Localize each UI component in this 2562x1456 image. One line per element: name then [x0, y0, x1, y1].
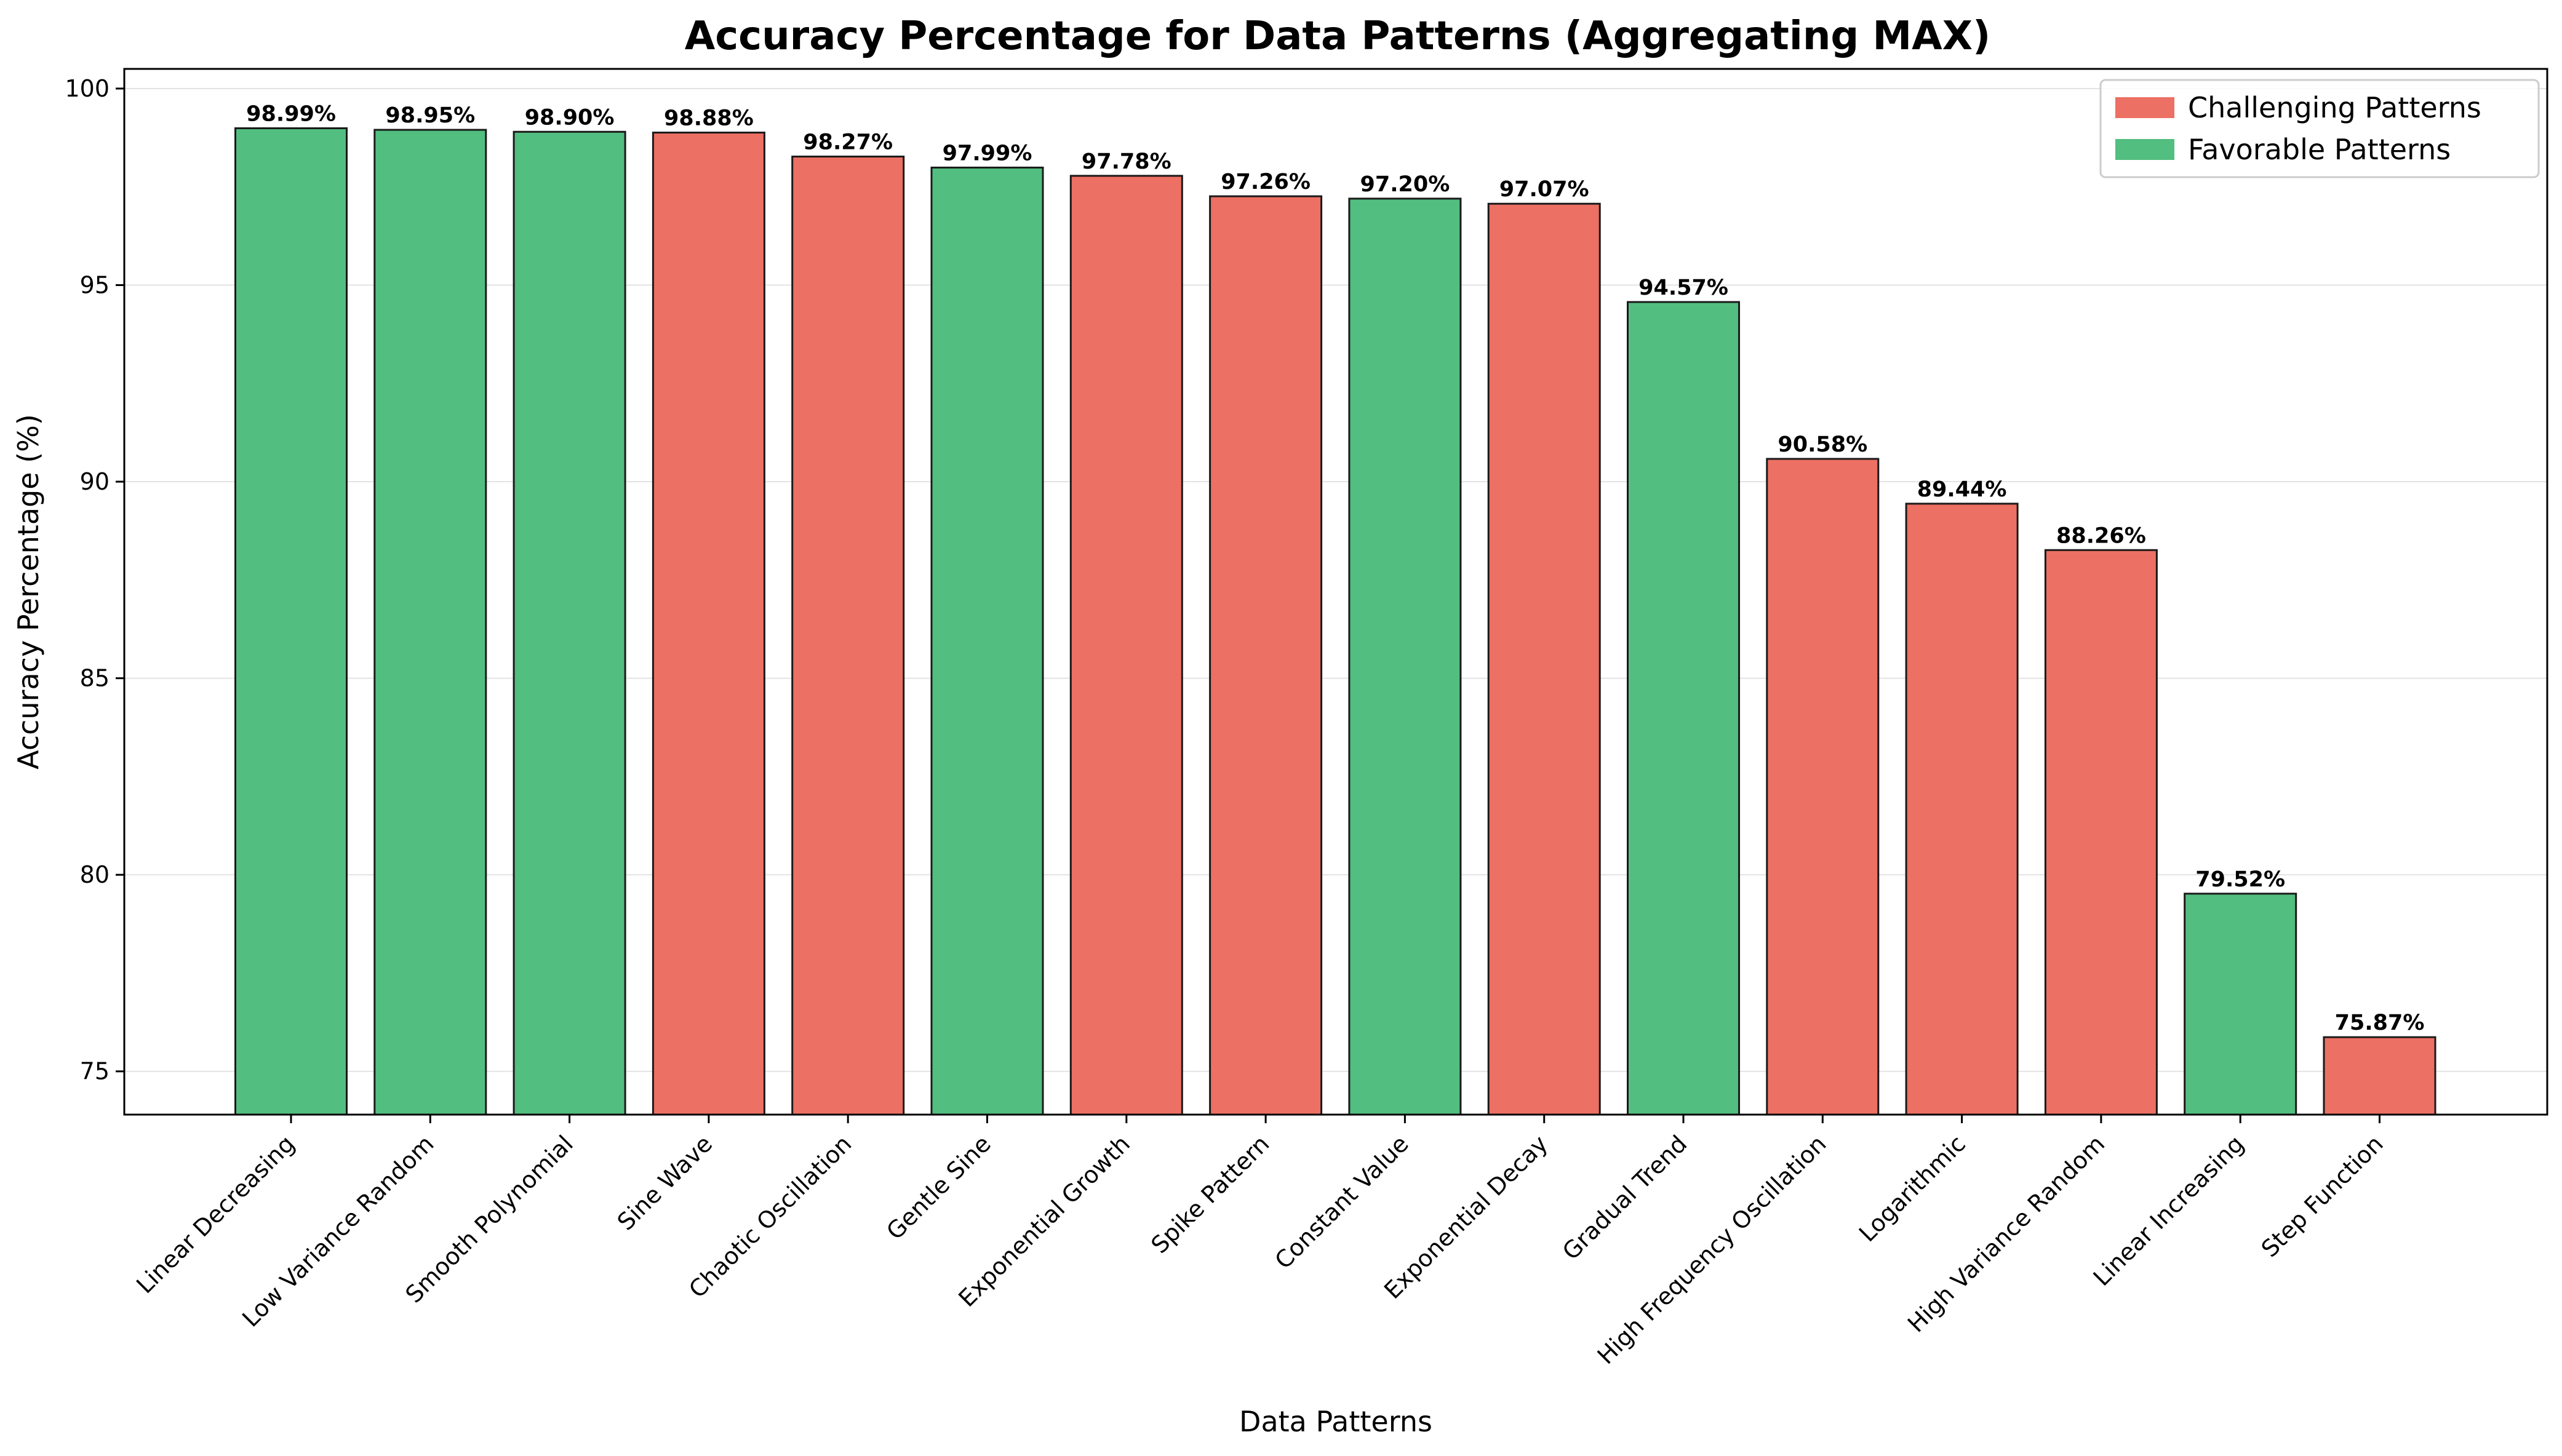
x-tick-label: Sine Wave [612, 1130, 717, 1235]
x-tick-label: Step Function [2256, 1130, 2388, 1262]
bar-value-label: 98.27% [803, 130, 893, 155]
bar-value-label: 98.99% [246, 102, 336, 127]
legend-entry: Challenging Patterns [2188, 91, 2481, 124]
bar-value-label: 88.26% [2056, 523, 2146, 548]
bar [930, 166, 1044, 1116]
bar-value-label: 98.90% [525, 105, 615, 130]
chart-title: Accuracy Percentage for Data Patterns (A… [685, 14, 1991, 59]
bar [234, 127, 348, 1116]
bar [791, 156, 905, 1116]
bar-value-label: 97.20% [1360, 172, 1450, 197]
bar [1905, 503, 2019, 1116]
bar [1209, 195, 1323, 1116]
y-axis-ticks: 75 80 85 90 95 100 [65, 75, 124, 1085]
bar [1348, 197, 1462, 1116]
y-axis-label: Accuracy Percentage (%) [12, 414, 45, 770]
bar-value-label: 98.88% [664, 106, 754, 131]
bar [2323, 1036, 2436, 1116]
x-tick-label: Linear Decreasing [131, 1130, 300, 1299]
bars [234, 127, 2436, 1116]
x-tick-label: Gentle Sine [881, 1130, 996, 1245]
data-labels: 98.99% 98.95% 98.90% 98.88% 98.27% 97.99% 97.7… [246, 102, 2424, 1036]
y-tick-label: 85 [80, 665, 110, 692]
x-tick-label: Linear Increasing [2088, 1130, 2249, 1291]
bar-value-label: 97.26% [1221, 170, 1311, 194]
x-tick-label: High Frequency Oscillation [1592, 1130, 1832, 1369]
legend-box [2099, 79, 2540, 178]
bar-value-label: 94.57% [1638, 276, 1728, 300]
bar [513, 130, 626, 1116]
x-axis-label: Data Patterns [1239, 1405, 1432, 1438]
x-tick-label: Constant Value [1270, 1130, 1414, 1274]
plot-area-frame [123, 68, 2548, 1116]
bar [652, 132, 765, 1116]
y-tick-label: 100 [65, 75, 110, 102]
bar-value-label: 97.78% [1082, 149, 1171, 174]
bar-value-label: 98.95% [385, 103, 475, 128]
bar-value-label: 75.87% [2335, 1011, 2425, 1035]
bar-value-label: 97.07% [1499, 177, 1589, 202]
bar [1069, 175, 1183, 1116]
bar-value-label: 90.58% [1778, 432, 1867, 457]
y-tick-label: 95 [80, 272, 110, 299]
y-tick-label: 90 [80, 468, 110, 495]
x-tick-label: Logarithmic [1854, 1130, 1971, 1247]
x-tick-label: Spike Pattern [1146, 1130, 1274, 1259]
bar-value-label: 89.44% [1917, 477, 2007, 502]
bar-value-label: 79.52% [2195, 867, 2285, 892]
bar [1766, 458, 1880, 1116]
legend: Challenging Patterns Favorable Patterns [2099, 79, 2540, 178]
bar [373, 129, 487, 1116]
y-tick-label: 80 [80, 861, 110, 888]
y-tick-label: 75 [80, 1058, 110, 1085]
x-tick-label: Gradual Trend [1557, 1130, 1693, 1265]
bar [2184, 893, 2297, 1116]
bar [2044, 549, 2158, 1116]
legend-entry: Favorable Patterns [2188, 133, 2451, 166]
bar [1487, 202, 1601, 1116]
bar [1627, 301, 1740, 1116]
legend-swatch [2115, 97, 2174, 118]
legend-swatch [2115, 139, 2174, 160]
bar-value-label: 97.99% [943, 141, 1032, 165]
